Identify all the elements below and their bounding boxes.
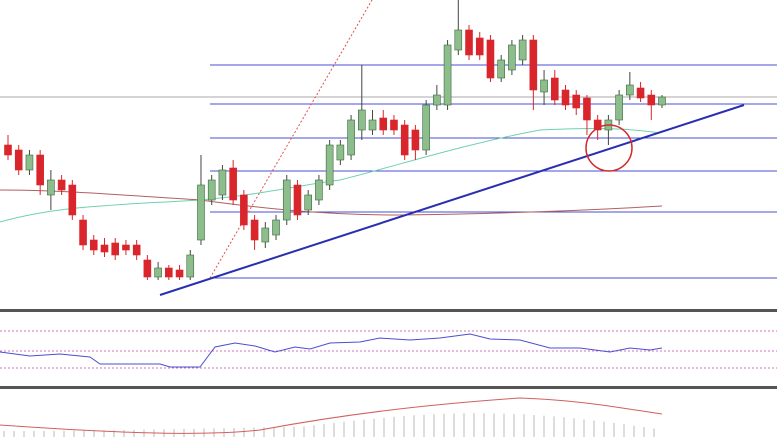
candle-body bbox=[207, 179, 216, 201]
candle-body bbox=[465, 29, 473, 56]
candle-body bbox=[583, 97, 591, 121]
candle-body bbox=[68, 184, 77, 216]
candle-body bbox=[218, 169, 227, 196]
panel-separator bbox=[0, 309, 777, 312]
candle-body bbox=[368, 119, 377, 131]
candle-body bbox=[325, 144, 334, 186]
candle-body bbox=[358, 109, 366, 131]
candle-body bbox=[433, 94, 441, 106]
candle-body bbox=[250, 219, 259, 241]
fib-levels bbox=[210, 64, 777, 279]
candle-body bbox=[347, 119, 355, 156]
rsi-panel bbox=[0, 330, 777, 369]
candle-body bbox=[593, 119, 602, 131]
candle-body bbox=[315, 179, 323, 201]
candle-body bbox=[229, 167, 237, 201]
candles bbox=[4, 0, 666, 280]
candle-body bbox=[89, 239, 98, 251]
candle-body bbox=[175, 269, 184, 278]
candle-body bbox=[47, 179, 55, 196]
candle-body bbox=[550, 77, 559, 101]
candle-body bbox=[572, 94, 581, 109]
candle-body bbox=[411, 129, 420, 151]
candle-body bbox=[36, 154, 44, 186]
panel-separator bbox=[0, 386, 777, 389]
candle-body bbox=[57, 179, 66, 191]
candle-body bbox=[14, 149, 23, 171]
candle-body bbox=[132, 244, 141, 256]
candle-body bbox=[186, 254, 195, 278]
candle-body bbox=[122, 244, 130, 251]
candle-body bbox=[626, 84, 634, 96]
trend-line bbox=[159, 104, 745, 296]
candle-body bbox=[647, 94, 656, 106]
candle-body bbox=[390, 119, 398, 131]
candle-body bbox=[272, 219, 280, 236]
candle-body bbox=[497, 59, 505, 79]
candle-body bbox=[518, 39, 527, 61]
candle-body bbox=[165, 267, 173, 278]
macd-signal bbox=[0, 397, 663, 434]
candle-body bbox=[508, 44, 516, 71]
candle-body bbox=[197, 184, 205, 241]
moving-average-fast bbox=[0, 127, 661, 223]
candle-body bbox=[25, 154, 34, 171]
candle-body bbox=[658, 96, 666, 106]
candle-body bbox=[261, 227, 270, 243]
candle-body bbox=[400, 124, 409, 156]
candle-body bbox=[111, 242, 120, 256]
candle-body bbox=[79, 219, 87, 246]
macd-panel bbox=[3, 413, 655, 437]
candle-body bbox=[154, 267, 162, 278]
rsi-line bbox=[0, 333, 663, 368]
candle-body bbox=[454, 29, 463, 51]
candle-body bbox=[475, 37, 484, 56]
candle-body bbox=[636, 87, 645, 99]
highlight-circle bbox=[585, 124, 633, 172]
candle-body bbox=[422, 104, 430, 151]
candle-body bbox=[486, 39, 495, 79]
candle-body bbox=[304, 194, 312, 211]
candle-body bbox=[540, 79, 548, 93]
candle-body bbox=[143, 259, 152, 278]
candle-body bbox=[4, 144, 12, 156]
candle-body bbox=[379, 117, 388, 131]
candle-body bbox=[561, 89, 570, 106]
moving-average-slow bbox=[0, 189, 663, 216]
candle-body bbox=[293, 184, 302, 216]
candle-body bbox=[100, 244, 109, 253]
candle-body bbox=[336, 144, 345, 161]
candle-body bbox=[615, 94, 623, 121]
fib-diagonal bbox=[209, 0, 373, 279]
candle-body bbox=[240, 194, 248, 226]
candle-body bbox=[443, 44, 452, 106]
candle-body bbox=[529, 39, 538, 91]
candle-body bbox=[282, 179, 291, 221]
